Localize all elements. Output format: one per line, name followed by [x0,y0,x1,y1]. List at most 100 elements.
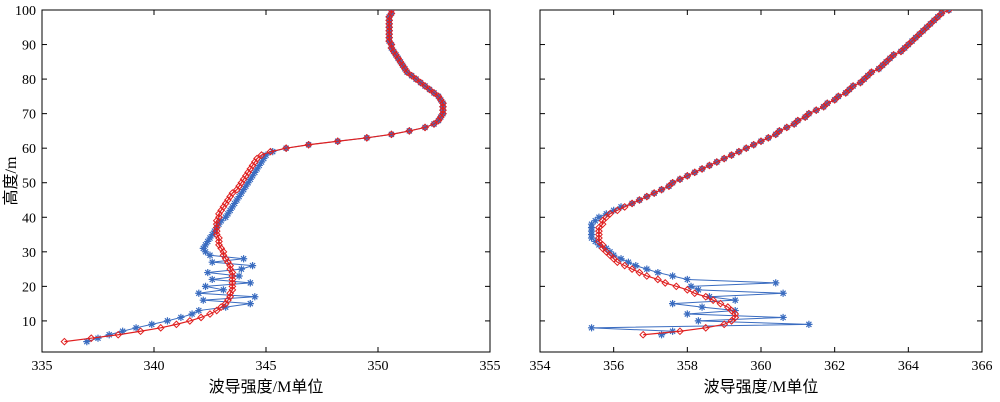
diamond-marker [304,140,313,149]
diamond-marker [845,85,854,94]
diamond-marker [742,144,751,153]
diamond-marker [226,292,235,301]
star-marker [201,248,210,256]
star-marker [231,199,239,208]
diamond-marker [387,10,396,18]
star-marker [255,161,263,170]
x-axis-label: 波导强度/M单位 [704,378,819,396]
diamond-marker [385,23,394,32]
diamond-marker [598,244,607,253]
star-marker [779,313,787,322]
x-tick-label: 355 [480,359,501,374]
diamond-marker [650,189,659,197]
diamond-marker [114,330,123,339]
diamond-marker [613,258,622,267]
diamond-marker [212,306,221,315]
star-marker [246,279,254,287]
series-line [598,10,950,336]
diamond-marker [412,75,420,83]
star-marker [199,244,207,252]
diamond-marker [701,292,710,301]
diamond-marker [60,337,69,346]
star-marker [624,258,632,266]
diamond-marker [628,199,636,208]
diamond-marker [657,185,666,194]
diamond-marker [790,120,799,128]
diamond-marker [595,234,603,242]
diamond-marker [434,92,443,101]
star-marker [195,306,203,315]
diamond-marker [387,44,396,52]
star-marker [246,175,254,183]
right-panel: 354 356 358 360 362 364 366 波导强度/M单位 [530,9,993,396]
diamond-marker [425,85,434,94]
star-marker [687,282,695,290]
diamond-marker [683,171,692,180]
diamond-marker [720,320,729,329]
star-marker [260,154,268,163]
diamond-marker [228,189,237,197]
y-tick-label: 80 [22,73,36,88]
diamond-marker [642,192,651,201]
diamond-marker [911,33,920,42]
diamond-marker [385,37,394,45]
diamond-marker [212,220,221,229]
x-tick-label: 360 [751,359,772,374]
plot-frame [41,9,491,353]
y-tick-label: 70 [22,108,36,123]
diamond-marker [253,154,261,163]
x-tick-label: 350 [368,359,389,374]
star-marker [587,220,596,228]
diamond-marker [385,26,394,35]
star-marker [669,272,677,280]
diamond-marker [734,147,743,156]
diamond-marker [727,317,736,325]
diamond-marker [727,151,736,159]
y-tick-label: 90 [22,39,36,54]
y-tick-label: 50 [22,177,36,192]
x-axis-label: 波导强度/M单位 [209,378,324,396]
diamond-marker [421,123,429,132]
diamond-marker [620,261,629,270]
diamond-marker [886,54,894,63]
diamond-marker [922,23,931,32]
star-marker [204,268,212,277]
diamond-marker [212,230,221,239]
diamond-marker [613,206,622,215]
diamond-marker [620,203,629,211]
diamond-marker [228,285,237,294]
star-marker [240,186,248,194]
diamond-marker [416,78,425,87]
star-marker [669,327,677,335]
star-marker [617,255,625,263]
diamond-marker [215,213,223,222]
diamond-marker [834,92,843,101]
diamond-marker [387,10,396,14]
diamond-marker [683,285,692,294]
diamond-marker [405,127,414,135]
diamond-marker [407,71,416,80]
diamond-marker [930,16,939,25]
diamond-marker [333,137,342,146]
star-marker [204,237,212,246]
star-marker [240,255,248,263]
diamond-marker [595,223,603,232]
diamond-marker [266,147,275,156]
star-marker [215,220,223,228]
diamond-marker [904,40,913,49]
star-marker [805,320,813,328]
diamond-marker [819,102,828,111]
star-marker [698,303,706,311]
diamond-marker [712,158,721,166]
diamond-marker [764,133,773,142]
diamond-marker [757,137,765,146]
diamond-marker [926,19,935,28]
diamond-marker [598,241,607,249]
series-diamond [595,10,953,339]
star-marker [257,158,266,166]
diamond-marker [602,247,611,256]
x-tick-label: 356 [603,359,624,374]
diamond-marker [156,323,165,332]
diamond-marker [385,30,394,39]
